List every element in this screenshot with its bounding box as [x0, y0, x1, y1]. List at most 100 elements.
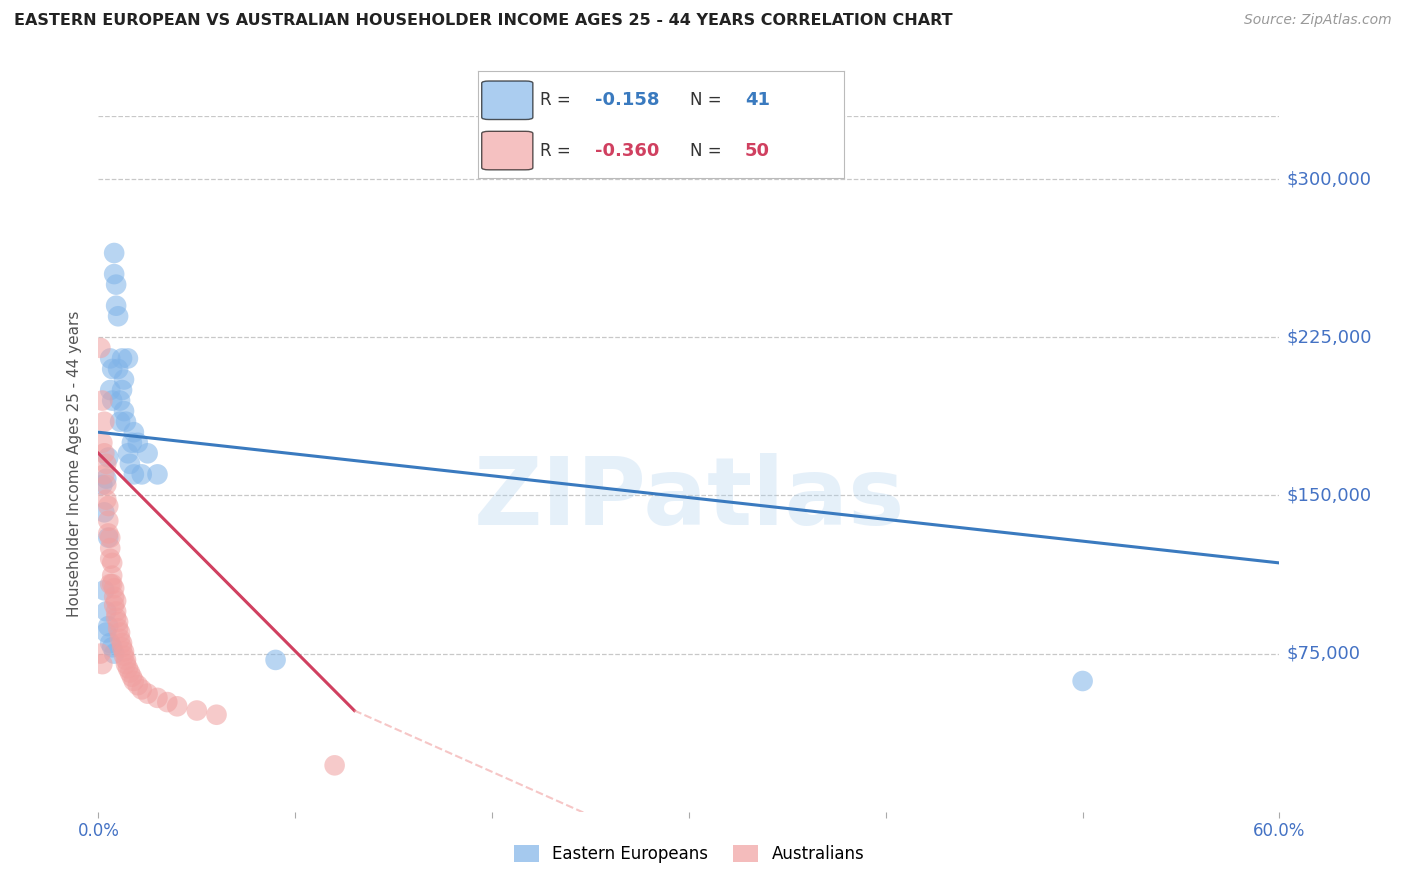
Point [127, 678, 149, 692]
FancyBboxPatch shape [482, 81, 533, 120]
Point [101, 362, 124, 376]
Text: 41: 41 [745, 91, 770, 109]
Point [98, 531, 121, 545]
Text: $300,000: $300,000 [1286, 170, 1371, 188]
Point [115, 657, 138, 672]
Point [156, 695, 179, 709]
Point [93, 467, 115, 482]
Point [111, 383, 134, 397]
Point [101, 577, 124, 591]
Point [98, 551, 121, 566]
Text: $225,000: $225,000 [1286, 328, 1372, 346]
Point [131, 682, 153, 697]
Point [107, 310, 129, 324]
Text: N =: N = [690, 91, 721, 109]
Text: 50: 50 [745, 142, 770, 160]
Point [91, 393, 114, 408]
Point [96, 457, 118, 471]
Point [101, 568, 124, 582]
Point [118, 457, 141, 471]
Point [98, 383, 121, 397]
Point [121, 435, 143, 450]
Point [97, 526, 120, 541]
Point [111, 640, 134, 655]
Point [91, 478, 114, 492]
Point [205, 707, 228, 722]
Point [103, 246, 125, 260]
Point [93, 583, 115, 598]
Text: R =: R = [540, 142, 571, 160]
Point [93, 446, 115, 460]
Point [118, 665, 141, 680]
Point [105, 604, 128, 618]
Point [96, 625, 118, 640]
Point [101, 393, 124, 408]
Point [112, 644, 135, 658]
Point [101, 556, 124, 570]
Point [323, 758, 346, 772]
Point [107, 362, 129, 376]
Point [98, 351, 121, 366]
Y-axis label: Householder Income Ages 25 - 44 years: Householder Income Ages 25 - 44 years [67, 310, 83, 617]
Text: -0.360: -0.360 [595, 142, 659, 160]
Text: -0.158: -0.158 [595, 91, 659, 109]
Point [115, 653, 138, 667]
Point [101, 640, 124, 655]
Point [166, 699, 188, 714]
Point [97, 514, 120, 528]
Point [97, 619, 120, 633]
Point [93, 505, 115, 519]
Text: Source: ZipAtlas.com: Source: ZipAtlas.com [1244, 13, 1392, 28]
Legend: Eastern Europeans, Australians: Eastern Europeans, Australians [508, 838, 870, 870]
Point [107, 615, 129, 629]
Point [136, 687, 159, 701]
Point [107, 621, 129, 635]
Point [117, 351, 139, 366]
Point [112, 372, 135, 386]
Point [108, 415, 131, 429]
Point [136, 446, 159, 460]
Point [103, 598, 125, 612]
Point [98, 541, 121, 556]
Text: $150,000: $150,000 [1286, 486, 1372, 505]
Point [115, 415, 138, 429]
Point [264, 653, 287, 667]
Point [108, 393, 131, 408]
Point [105, 299, 128, 313]
Text: $75,000: $75,000 [1286, 645, 1361, 663]
Point [105, 277, 128, 292]
Point [89, 647, 111, 661]
Point [117, 446, 139, 460]
Point [146, 467, 169, 482]
Point [96, 492, 118, 507]
Point [103, 581, 125, 595]
Point [112, 404, 135, 418]
Point [1071, 673, 1094, 688]
Point [108, 625, 131, 640]
Point [97, 499, 120, 513]
Point [122, 425, 145, 440]
FancyBboxPatch shape [482, 131, 533, 169]
Point [186, 704, 208, 718]
Point [111, 351, 134, 366]
Text: R =: R = [540, 91, 571, 109]
Point [105, 611, 128, 625]
Point [89, 341, 111, 355]
Point [97, 450, 120, 465]
Point [96, 478, 118, 492]
Point [97, 531, 120, 545]
Point [146, 690, 169, 705]
Text: EASTERN EUROPEAN VS AUSTRALIAN HOUSEHOLDER INCOME AGES 25 - 44 YEARS CORRELATION: EASTERN EUROPEAN VS AUSTRALIAN HOUSEHOLD… [14, 13, 953, 29]
Point [108, 632, 131, 646]
Point [117, 661, 139, 675]
Point [122, 673, 145, 688]
Point [111, 636, 134, 650]
Point [112, 648, 135, 663]
Point [127, 435, 149, 450]
Point [96, 604, 118, 618]
Point [121, 670, 143, 684]
Point [105, 594, 128, 608]
Point [91, 435, 114, 450]
Point [103, 590, 125, 604]
Point [96, 472, 118, 486]
